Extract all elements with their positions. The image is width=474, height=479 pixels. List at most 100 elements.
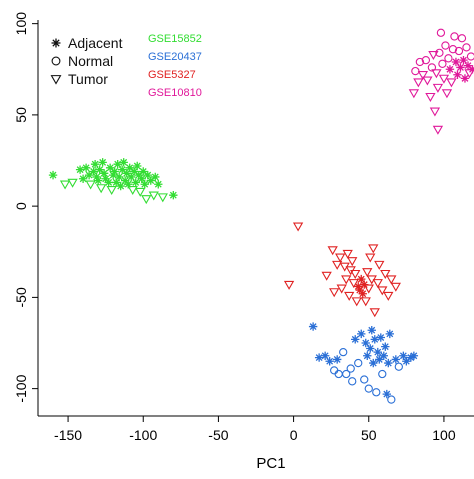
data-point-circle	[450, 32, 459, 41]
legend-label-normal: Normal	[68, 53, 113, 69]
data-point-triangle-down	[157, 193, 168, 203]
data-point-asterisk	[93, 176, 103, 185]
data-point-circle	[448, 45, 458, 54]
data-point-asterisk	[110, 167, 119, 176]
data-point-asterisk	[143, 170, 152, 180]
data-point-triangle-down	[59, 180, 71, 190]
data-point-triangle-down	[441, 89, 453, 99]
data-point-asterisk	[78, 174, 88, 183]
data-point-triangle-down	[413, 78, 424, 88]
data-point-asterisk	[451, 57, 461, 67]
y-tick-label: -100	[13, 374, 29, 402]
data-point-circle	[441, 41, 450, 50]
data-point-triangle-down	[148, 191, 159, 201]
data-point-asterisk	[384, 358, 393, 368]
legend-marker-asterisk	[51, 38, 61, 48]
data-point-asterisk	[48, 170, 58, 180]
data-point-circle	[339, 347, 348, 357]
data-point-asterisk	[314, 353, 324, 362]
data-point-triangle-down	[432, 125, 444, 135]
legend-label-adjacent: Adjacent	[68, 35, 123, 51]
data-point-asterisk	[134, 170, 143, 180]
data-point-asterisk	[119, 158, 128, 167]
x-axis-label: PC1	[256, 455, 285, 472]
data-point-asterisk	[95, 165, 104, 174]
data-point-asterisk	[463, 61, 473, 70]
data-point-circle	[348, 377, 357, 386]
data-point-asterisk	[111, 178, 121, 187]
data-point-asterisk	[453, 70, 462, 79]
data-point-circle	[372, 388, 381, 397]
data-point-triangle-down	[386, 275, 397, 285]
data-point-triangle-down	[362, 268, 373, 278]
data-point-triangle-down	[360, 297, 371, 307]
data-point-asterisk	[125, 163, 134, 173]
data-point-asterisk	[122, 169, 131, 178]
data-point-triangle-down	[335, 253, 346, 263]
data-point-asterisk	[133, 161, 142, 171]
data-point-asterisk	[409, 351, 419, 360]
data-point-asterisk	[373, 347, 382, 357]
data-point-triangle-down	[390, 282, 401, 292]
data-point-asterisk	[375, 355, 384, 364]
data-point-triangle-down	[383, 291, 394, 301]
data-point-asterisk	[332, 355, 342, 364]
data-point-triangle-down	[374, 260, 385, 270]
data-point-asterisk	[391, 355, 401, 364]
data-point-asterisk	[139, 167, 148, 176]
legend-marker-circle	[51, 56, 61, 66]
data-point-asterisk	[456, 63, 465, 72]
points-layer	[48, 28, 474, 404]
data-point-circle	[330, 366, 339, 375]
data-point-circle	[457, 34, 467, 43]
data-point-asterisk	[137, 174, 146, 183]
x-tick-label: 0	[290, 427, 298, 443]
data-point-circle	[334, 369, 343, 379]
data-point-asterisk	[114, 172, 124, 182]
legend-dataset-label: GSE15852	[148, 33, 202, 45]
data-point-triangle-down	[292, 222, 304, 232]
data-point-triangle-down	[428, 50, 439, 60]
data-point-triangle-down	[422, 76, 433, 86]
data-point-triangle-down	[377, 286, 388, 296]
data-point-triangle-down	[372, 279, 383, 289]
data-point-asterisk	[351, 335, 360, 344]
data-point-triangle-down	[429, 107, 441, 117]
x-tick-label: -150	[54, 427, 82, 443]
y-tick-label: 0	[13, 202, 29, 210]
data-point-asterisk	[146, 176, 155, 185]
data-point-triangle-down	[67, 178, 78, 188]
legend-marker-triangle-down	[50, 75, 62, 85]
data-point-asterisk	[117, 165, 127, 174]
data-point-asterisk	[89, 167, 98, 176]
data-point-circle	[394, 362, 403, 371]
y-tick-label: 100	[13, 12, 29, 36]
data-point-asterisk	[376, 333, 385, 342]
data-point-triangle-down	[363, 284, 374, 294]
data-point-circle	[364, 384, 373, 393]
data-point-circle	[346, 364, 355, 373]
data-point-asterisk	[361, 338, 370, 348]
data-point-asterisk	[367, 326, 376, 335]
data-point-asterisk	[99, 169, 109, 178]
data-point-triangle-down	[417, 71, 429, 81]
x-tick-label: -50	[208, 427, 228, 443]
data-point-circle	[462, 43, 471, 52]
data-point-asterisk	[121, 176, 130, 185]
data-point-asterisk	[357, 329, 366, 339]
data-point-circle	[454, 46, 464, 56]
data-point-triangle-down	[369, 308, 380, 318]
data-point-triangle-down	[85, 180, 96, 190]
data-point-circle	[360, 375, 369, 384]
data-point-asterisk	[84, 170, 94, 180]
data-point-triangle-down	[342, 249, 353, 259]
data-point-asterisk	[169, 190, 178, 200]
data-point-asterisk	[98, 158, 107, 167]
data-point-circle	[415, 57, 425, 67]
legend-dataset-label: GSE10810	[148, 87, 202, 99]
data-point-asterisk	[113, 159, 122, 169]
data-point-asterisk	[366, 344, 375, 353]
x-tick-label: 100	[432, 427, 456, 443]
data-point-asterisk	[402, 357, 411, 366]
